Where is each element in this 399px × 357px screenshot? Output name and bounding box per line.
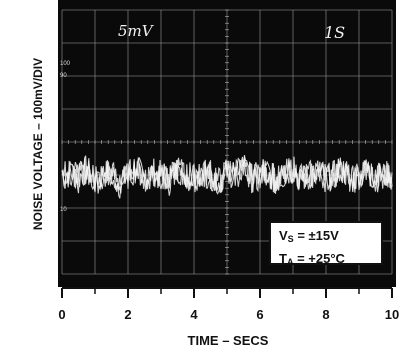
test-conditions-box: VS = ±15V TA = +25°C (269, 221, 383, 267)
ambient-temperature-condition: TA = +25°C (279, 249, 381, 272)
x-tick-label: 6 (256, 307, 263, 322)
x-axis-title: TIME – SECS (188, 333, 269, 348)
scope-mark-100: 100 (60, 61, 71, 67)
ta-value: = +25°C (297, 251, 345, 266)
noise-trace (61, 155, 393, 199)
scope-mark-90: 90 (60, 73, 67, 79)
x-tick-label: 0 (58, 307, 65, 322)
x-tick-label: 2 (124, 307, 131, 322)
scope-mark-10: 10 (60, 207, 67, 213)
vs-value: = ±15V (297, 228, 339, 243)
ta-subscript: A (286, 257, 294, 267)
x-tick-label: 4 (190, 307, 198, 322)
y-axis-title: NOISE VOLTAGE – 100mV/DIV (31, 58, 45, 230)
scope-time-scale-label: 1S (324, 23, 345, 42)
x-tick-label: 8 (322, 307, 329, 322)
supply-voltage-condition: VS = ±15V (279, 226, 381, 249)
vs-subscript: S (287, 234, 294, 244)
noise-trace-path (61, 156, 393, 194)
vs-symbol: V (279, 228, 288, 243)
x-axis-ticks: 0 2 4 6 8 10 (58, 288, 399, 322)
ta-symbol: T (279, 251, 287, 266)
scope-vertical-scale-label: 5mV (118, 22, 155, 40)
x-tick-label: 10 (385, 307, 399, 322)
